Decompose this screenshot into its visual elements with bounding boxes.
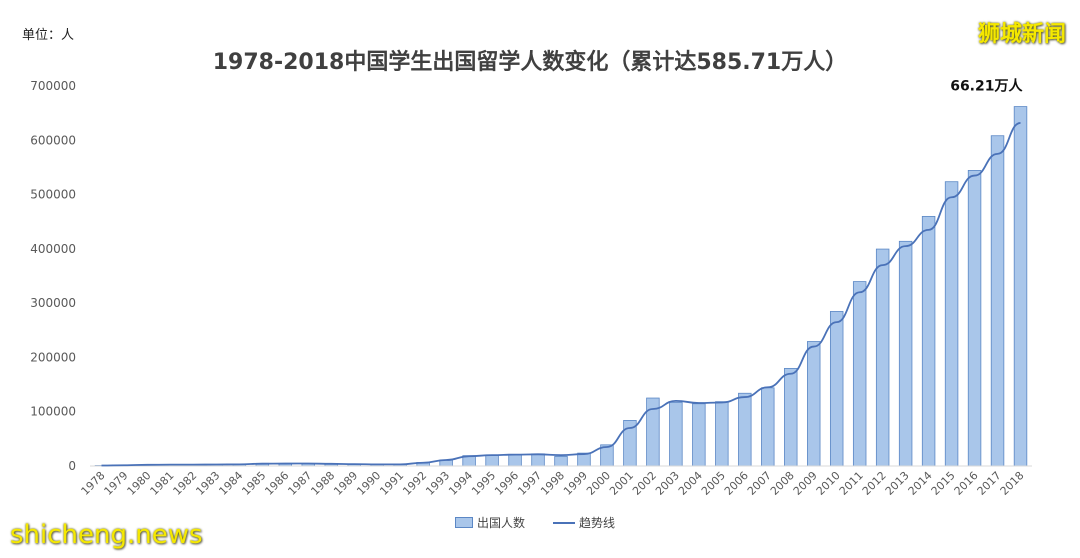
x-tick-label: 1980	[125, 469, 154, 498]
x-tick-label: 2002	[630, 469, 659, 498]
x-tick-label: 2016	[952, 469, 981, 498]
chart-legend: 出国人数 趋势线	[455, 514, 615, 531]
bar-2006	[738, 392, 752, 467]
x-tick-label: 2014	[906, 469, 935, 498]
x-tick-label: 2003	[653, 469, 682, 498]
x-tick-label: 2013	[883, 469, 912, 498]
bar-2010	[829, 311, 844, 467]
x-tick-label: 2005	[699, 469, 728, 498]
y-tick-label: 500000	[30, 188, 76, 202]
bar-2008	[784, 367, 798, 467]
bar-2011	[852, 281, 867, 467]
y-tick-label: 200000	[30, 350, 76, 364]
bar-1999	[577, 452, 591, 467]
chart-title: 1978-2018中国学生出国留学人数变化（累计达585.71万人）	[212, 50, 848, 75]
x-tick-label: 1989	[331, 469, 360, 498]
x-tick-label: 2017	[975, 469, 1004, 498]
x-tick-label: 2015	[929, 469, 958, 498]
bar-1996	[508, 454, 522, 467]
x-tick-label: 1997	[515, 469, 544, 498]
y-tick-label: 400000	[30, 242, 76, 256]
bar-2003	[669, 401, 683, 467]
x-tick-label: 1993	[423, 469, 452, 498]
x-tick-label: 1979	[102, 469, 131, 498]
bar-1998	[554, 456, 568, 467]
x-tick-label: 2008	[768, 469, 797, 498]
unit-label: 单位：人	[22, 28, 75, 43]
bar-2017	[990, 135, 1005, 467]
legend-swatch-bar	[455, 517, 473, 528]
x-tick-label: 1990	[354, 469, 383, 498]
x-tick-label: 1996	[492, 469, 521, 498]
bar-1997	[531, 453, 545, 467]
x-tick-label: 1994	[446, 469, 475, 498]
x-tick-label: 2018	[998, 469, 1027, 498]
x-tick-label: 2009	[791, 469, 820, 498]
x-tick-label: 1992	[400, 469, 429, 498]
legend-label-bars: 出国人数	[477, 516, 526, 530]
x-tick-label: 2011	[837, 469, 866, 498]
trend-line	[101, 122, 1021, 467]
x-tick-label: 1987	[285, 469, 314, 498]
x-tick-label: 2006	[722, 469, 751, 498]
x-tick-label: 1986	[262, 469, 291, 498]
bar-2015	[944, 181, 959, 467]
x-tick-label: 2007	[745, 469, 774, 498]
x-tick-label: 2000	[584, 469, 613, 498]
bar-2009	[807, 341, 821, 467]
x-tick-label: 1978	[79, 469, 108, 498]
brand-logo-top: 狮城新闻	[977, 22, 1066, 47]
bar-2013	[898, 240, 913, 467]
bar-2012	[875, 248, 890, 467]
bar-2005	[715, 401, 729, 467]
x-tick-label: 1981	[148, 469, 177, 498]
y-tick-label: 0	[68, 459, 76, 473]
x-tick-label: 1998	[538, 469, 567, 498]
y-tick-label: 700000	[30, 79, 76, 93]
legend-label-trend: 趋势线	[579, 516, 616, 530]
bar-2004	[692, 403, 706, 467]
x-tick-label: 1991	[377, 469, 406, 498]
x-tick-label: 1995	[469, 469, 498, 498]
bar-2014	[921, 215, 936, 467]
x-tick-label: 2001	[607, 469, 636, 498]
y-tick-label: 600000	[30, 133, 76, 147]
bar-1995	[485, 454, 499, 467]
legend-item-trend: 趋势线	[553, 514, 615, 531]
legend-item-bars: 出国人数	[455, 514, 525, 531]
bar-2018	[1013, 106, 1028, 467]
x-tick-label: 1982	[171, 469, 200, 498]
brand-logo-bottom: shicheng.news	[10, 520, 203, 550]
x-tick-label: 2012	[860, 469, 889, 498]
y-tick-label: 300000	[30, 296, 76, 310]
legend-swatch-line	[553, 521, 576, 524]
x-tick-label: 1985	[239, 469, 268, 498]
bar-2016	[967, 170, 982, 467]
x-tick-label: 2010	[814, 469, 843, 498]
x-tick-label: 1988	[308, 469, 337, 498]
data-label-2018: 66.21万人	[950, 78, 1023, 95]
x-tick-label: 1984	[216, 469, 245, 498]
x-tick-label: 1983	[193, 469, 222, 498]
bar-2007	[761, 387, 775, 467]
x-tick-label: 2004	[676, 469, 705, 498]
y-tick-label: 100000	[30, 405, 76, 419]
x-tick-label: 1999	[561, 469, 590, 498]
